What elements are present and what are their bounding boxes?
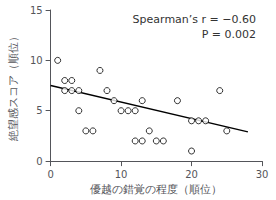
svg-text:10: 10 <box>30 55 43 66</box>
svg-text:20: 20 <box>185 169 198 180</box>
svg-text:10: 10 <box>115 169 128 180</box>
svg-text:Spearman’s r = −0.60: Spearman’s r = −0.60 <box>133 13 256 26</box>
svg-text:30: 30 <box>256 169 269 180</box>
svg-text:5: 5 <box>36 105 42 116</box>
svg-text:15: 15 <box>30 5 43 16</box>
svg-text:優越の錯覚の程度（順位）: 優越の錯覚の程度（順位） <box>90 183 222 196</box>
svg-text:P = 0.002: P = 0.002 <box>202 28 256 41</box>
svg-text:絶望感スコア（順位）: 絶望感スコア（順位） <box>7 31 20 142</box>
svg-text:0: 0 <box>47 169 53 180</box>
svg-text:0: 0 <box>36 156 42 167</box>
